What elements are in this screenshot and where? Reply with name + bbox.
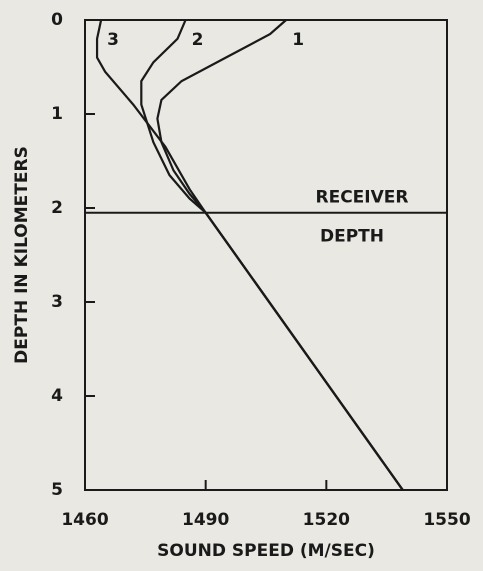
- y-axis-title: DEPTH IN KILOMETERS: [12, 146, 32, 364]
- y-tick-label: 1: [51, 104, 63, 124]
- y-tick-label: 3: [51, 292, 63, 312]
- x-tick-label: 1520: [303, 510, 350, 530]
- x-tick-label: 1460: [61, 510, 108, 530]
- plot-frame: [84, 19, 448, 491]
- x-axis-title: SOUND SPEED (M/SEC): [157, 541, 375, 561]
- y-tick-label: 2: [51, 198, 63, 218]
- series-label: 1: [292, 30, 304, 50]
- annotation-text: RECEIVER: [316, 188, 409, 208]
- x-tick-label: 1490: [182, 510, 229, 530]
- sound-speed-profile: [156, 19, 404, 491]
- series-label: 3: [107, 30, 119, 50]
- annotation-text: DEPTH: [320, 227, 384, 247]
- y-tick-label: 4: [51, 386, 63, 406]
- series-label: 2: [192, 30, 204, 50]
- sound-speed-profile: [95, 19, 404, 491]
- y-tick-label: 0: [51, 10, 63, 30]
- x-tick-label: 1550: [423, 510, 470, 530]
- y-tick-label: 5: [51, 480, 63, 500]
